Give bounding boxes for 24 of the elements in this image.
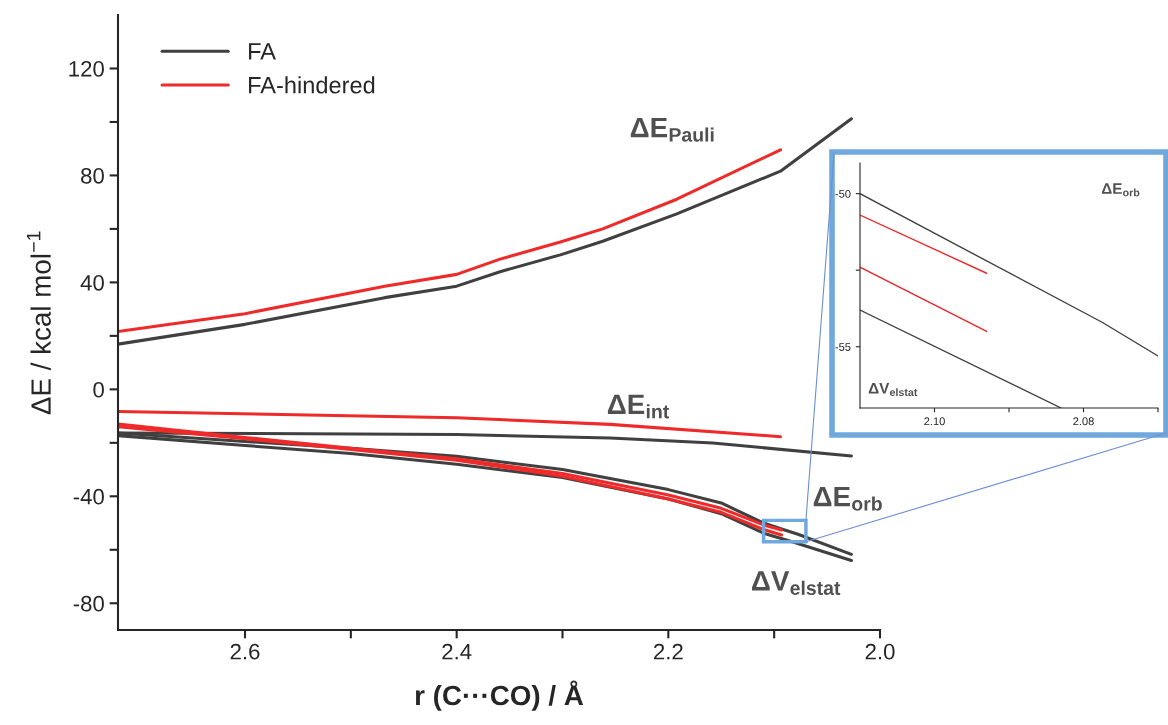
legend-label: FA-hindered — [249, 76, 375, 94]
legend-label: FA — [249, 43, 276, 60]
x-tick-label: 2.0 — [865, 643, 895, 660]
annotation: ΔE$_{orb}$ — [1101, 183, 1140, 197]
x-tick-label: 2.08 — [1073, 417, 1094, 426]
y-axis-title: ΔE / kcal mol$^{−1}$ — [26, 231, 51, 415]
x-tick-label: 2.10 — [924, 417, 945, 426]
x-tick-label: 2.6 — [230, 643, 260, 660]
y-tick-label: 0 — [93, 381, 104, 398]
annotation: ΔE$_{int}$ — [607, 394, 670, 419]
y-tick-label: 80 — [81, 167, 104, 184]
annotation: ΔV$_{elstat}$ — [752, 571, 841, 595]
annotation: ΔE$_{orb}$ — [813, 487, 882, 511]
annotation: ΔV$_{elstat}$ — [868, 383, 918, 397]
y-tick-label: 40 — [80, 274, 104, 291]
annotation: ΔE$_{Pauli}$ — [630, 118, 714, 142]
y-tick-label: -55 — [835, 343, 851, 351]
y-tick-label: -50 — [835, 189, 851, 198]
y-tick-label: -40 — [73, 488, 104, 505]
y-tick-label: 120 — [69, 61, 104, 77]
x-axis-title: r (C···CO) / Å — [415, 680, 584, 711]
y-tick-label: -80 — [73, 595, 104, 612]
x-tick-label: 2.4 — [442, 643, 472, 660]
x-tick-label: 2.2 — [654, 643, 683, 660]
